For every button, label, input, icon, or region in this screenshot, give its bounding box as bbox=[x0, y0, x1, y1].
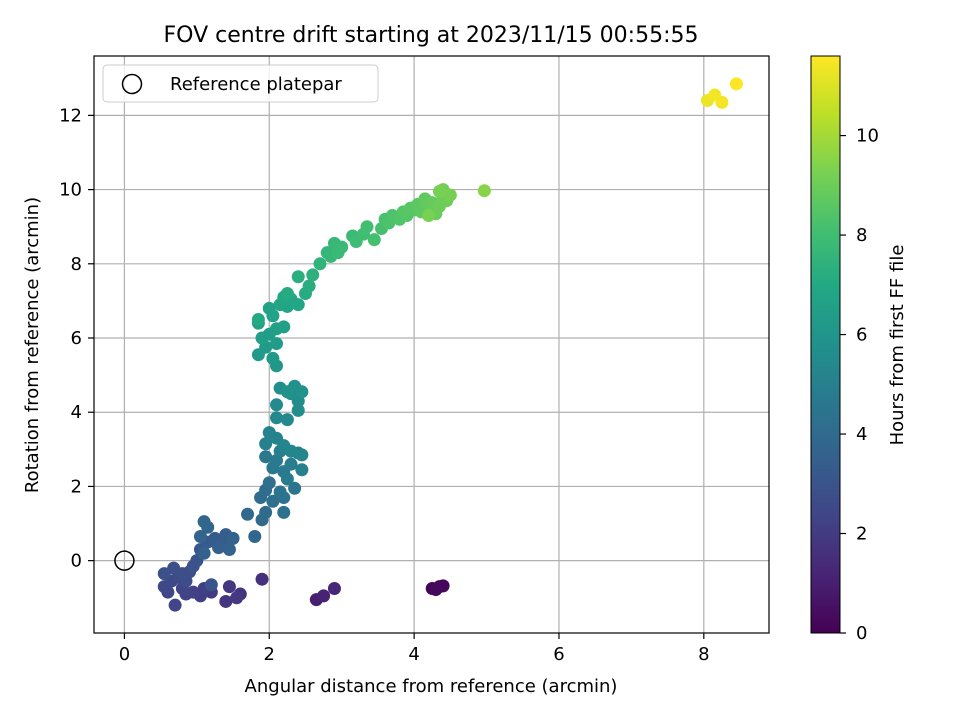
colorbar: 0 2 4 6 8 10 Hours from first FF file bbox=[810, 55, 908, 644]
y-tick-label: 8 bbox=[71, 254, 82, 275]
scatter-point bbox=[280, 413, 294, 427]
scatter-point bbox=[295, 463, 309, 477]
x-tick-label: 0 bbox=[119, 644, 130, 665]
scatter-point bbox=[432, 184, 446, 198]
scatter-point bbox=[295, 385, 309, 399]
scatter-point bbox=[327, 581, 341, 595]
y-tick-label: 12 bbox=[59, 105, 82, 126]
scatter-point bbox=[193, 530, 207, 544]
scatter-point bbox=[273, 485, 287, 499]
scatter-point bbox=[222, 580, 236, 594]
scatter-point bbox=[280, 385, 294, 399]
y-axis-label: Rotation from reference (arcmin) bbox=[22, 197, 43, 493]
scatter-point bbox=[262, 301, 276, 315]
legend: Reference platepar bbox=[102, 64, 379, 103]
scatter-point bbox=[241, 507, 255, 521]
scatter-point bbox=[259, 450, 273, 464]
scatter-point bbox=[157, 567, 171, 581]
colorbar-tick-label: 2 bbox=[856, 524, 867, 545]
legend-marker-reference bbox=[121, 73, 143, 95]
colorbar-tick-label: 10 bbox=[856, 126, 879, 147]
scatter-point bbox=[226, 531, 240, 545]
x-tick-label: 2 bbox=[264, 644, 275, 665]
scatter-point bbox=[443, 188, 457, 202]
x-axis-label: Angular distance from reference (arcmin) bbox=[245, 676, 618, 697]
y-tick-label: 6 bbox=[71, 328, 82, 349]
scatter-point bbox=[306, 268, 320, 282]
scatter-point bbox=[284, 444, 298, 458]
scatter-point bbox=[280, 472, 294, 486]
scatter-point bbox=[259, 437, 273, 451]
scatter-point bbox=[168, 598, 182, 612]
scatter-point bbox=[715, 95, 729, 109]
scatter-point bbox=[277, 320, 291, 334]
scatter-point bbox=[360, 220, 374, 234]
scatter-point bbox=[204, 578, 218, 592]
scatter-point bbox=[230, 591, 244, 605]
scatter-point bbox=[429, 583, 443, 597]
scatter-point bbox=[367, 233, 381, 247]
scatter-point bbox=[302, 279, 316, 293]
scatter-point bbox=[266, 494, 280, 508]
legend-box bbox=[102, 64, 379, 103]
scatter-point bbox=[291, 270, 305, 284]
colorbar-tick-label: 6 bbox=[856, 325, 867, 346]
x-tick-label: 6 bbox=[553, 644, 564, 665]
scatter-point bbox=[270, 337, 284, 351]
scatter-point bbox=[222, 543, 236, 557]
y-tick-label: 0 bbox=[71, 551, 82, 572]
scatter-point bbox=[266, 351, 280, 365]
axis-ticks: 0 2 4 6 8 0 2 4 6 8 10 12 bbox=[59, 105, 709, 665]
scatter-point bbox=[270, 398, 284, 412]
scatter-point bbox=[729, 77, 743, 91]
y-tick-label: 10 bbox=[59, 180, 82, 201]
x-tick-label: 4 bbox=[408, 644, 419, 665]
scatter-point bbox=[291, 298, 305, 312]
reference-platepar-marker bbox=[114, 550, 135, 571]
scatter-point bbox=[251, 312, 265, 326]
scatter-point bbox=[280, 286, 294, 300]
colorbar-tick-label: 8 bbox=[856, 225, 867, 246]
chart-title: FOV centre drift starting at 2023/11/15 … bbox=[164, 23, 699, 48]
scatter-point bbox=[167, 561, 181, 575]
scatter-point bbox=[262, 476, 276, 490]
scatter-point bbox=[313, 257, 327, 271]
scatter-point bbox=[270, 411, 284, 425]
scatter-point bbox=[248, 530, 262, 544]
y-tick-label: 2 bbox=[71, 476, 82, 497]
scatter-point bbox=[288, 481, 302, 495]
scatter-point bbox=[291, 403, 305, 417]
scatter-point bbox=[259, 505, 273, 519]
scatter-point bbox=[295, 448, 309, 462]
scatter-point bbox=[197, 515, 211, 529]
colorbar-tick-label: 0 bbox=[856, 623, 867, 644]
colorbar-tick-label: 4 bbox=[856, 424, 867, 445]
colorbar-ticks: 0 2 4 6 8 10 bbox=[840, 126, 879, 644]
colorbar-gradient bbox=[810, 55, 841, 634]
scatter-point bbox=[422, 209, 436, 223]
legend-entry-reference: Reference platepar bbox=[170, 74, 342, 95]
scatter-point bbox=[255, 572, 269, 586]
scatter-point bbox=[317, 589, 331, 603]
x-tick-label: 8 bbox=[698, 644, 709, 665]
scatter-point bbox=[284, 457, 298, 471]
scatter-point bbox=[477, 184, 491, 198]
y-tick-label: 4 bbox=[71, 402, 82, 423]
plot-frame bbox=[93, 55, 770, 634]
scatter-points bbox=[114, 77, 743, 612]
scatter-point bbox=[219, 594, 233, 608]
scatter-point bbox=[277, 505, 291, 519]
grid-lines bbox=[94, 56, 769, 633]
scatter-point bbox=[197, 546, 211, 560]
colorbar-label: Hours from first FF file bbox=[887, 245, 908, 446]
scatter-point bbox=[212, 541, 226, 555]
scatter-point bbox=[331, 246, 345, 260]
